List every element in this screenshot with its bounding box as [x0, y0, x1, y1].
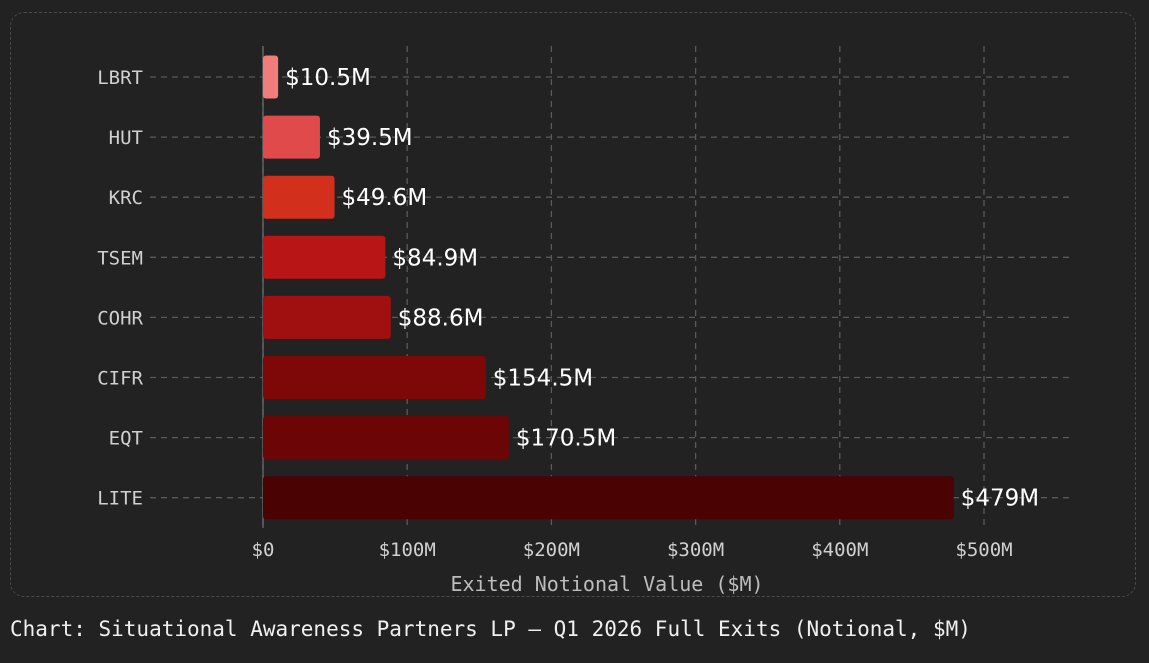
bar-chart: $0 $100M $200M $300M $400M $500M LBRT $10.5M HUT…: [97, 46, 1074, 596]
x-tick-label: $400M: [811, 539, 868, 561]
bar-cohr: [263, 295, 391, 339]
bar-eqt: [263, 416, 509, 460]
x-tick-label: $300M: [667, 539, 724, 561]
x-axis-title: Exited Notional Value ($M): [450, 572, 763, 596]
x-tick-label: $200M: [523, 539, 580, 561]
chart-caption: Chart: Situational Awareness Partners LP…: [10, 617, 971, 641]
bar-lbrt: [263, 55, 279, 99]
labels: $0 $100M $200M $300M $400M $500M LBRT $10.5M HUT…: [97, 65, 1039, 561]
category-label: LBRT: [97, 67, 143, 89]
bars: [263, 55, 954, 520]
bar-tsem: [263, 235, 386, 279]
bar-cifr: [263, 356, 486, 399]
bar-krc: [263, 175, 335, 219]
category-label: LITE: [97, 488, 143, 510]
value-label: $10.5M: [285, 65, 371, 91]
value-label: $49.6M: [342, 185, 428, 211]
x-tick-label: $0: [252, 539, 275, 561]
bar-lite: [263, 476, 954, 520]
category-label: HUT: [109, 127, 143, 149]
x-tick-label: $100M: [379, 539, 436, 561]
value-label: $39.5M: [327, 125, 413, 151]
category-label: EQT: [109, 428, 143, 450]
category-label: CIFR: [97, 368, 143, 390]
value-label: $154.5M: [493, 366, 593, 392]
category-label: TSEM: [97, 247, 143, 269]
value-label: $170.5M: [516, 426, 616, 452]
bar-hut: [263, 115, 320, 159]
category-label: COHR: [97, 307, 143, 329]
x-tick-label: $500M: [955, 539, 1012, 561]
value-label: $479M: [961, 486, 1039, 512]
value-label: $84.9M: [392, 245, 478, 271]
category-label: KRC: [109, 187, 143, 209]
value-label: $88.6M: [398, 305, 484, 331]
chart-frame: [10, 12, 1136, 597]
